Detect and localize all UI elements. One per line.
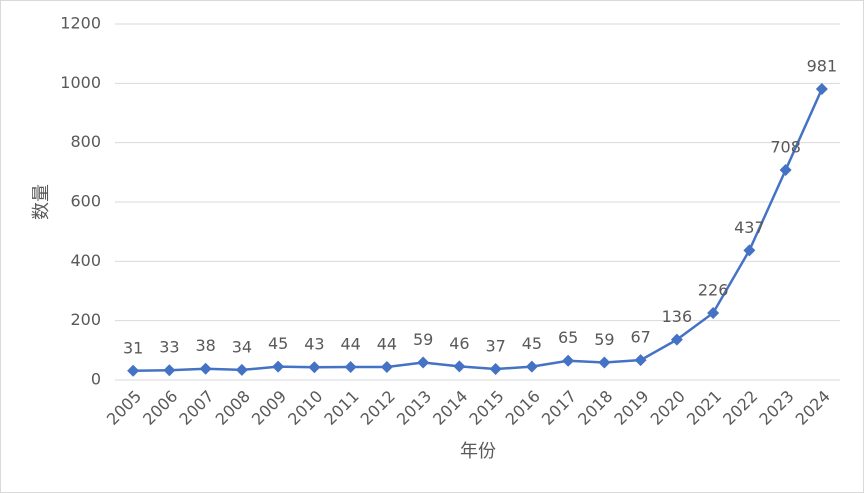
y-tick-label: 600	[70, 192, 101, 211]
line	[133, 88, 824, 373]
data-label: 226	[698, 280, 729, 299]
marker	[163, 364, 176, 377]
data-label: 136	[662, 307, 693, 326]
marker	[489, 363, 502, 376]
marker	[235, 363, 248, 376]
data-label: 31	[123, 338, 143, 357]
y-tick-label: 200	[70, 310, 101, 329]
data-label: 46	[449, 334, 469, 353]
marker	[779, 163, 792, 176]
y-tick-label: 0	[91, 370, 101, 389]
data-label: 67	[630, 328, 650, 347]
marker	[380, 360, 393, 373]
data-label: 981	[807, 56, 838, 75]
marker	[707, 306, 720, 319]
data-label: 37	[485, 337, 505, 356]
y-tick-label: 400	[70, 251, 101, 270]
data-label: 708	[770, 137, 801, 156]
marker	[598, 356, 611, 369]
marker	[815, 82, 828, 95]
data-label: 45	[268, 334, 288, 353]
y-axis-label: 数量	[31, 184, 52, 220]
data-label: 34	[232, 337, 252, 356]
y-tick-label: 1000	[60, 73, 101, 92]
marker	[634, 354, 647, 367]
marker	[562, 354, 575, 367]
marker	[344, 360, 357, 373]
data-label: 38	[195, 336, 215, 355]
marker	[272, 360, 285, 373]
marker	[308, 361, 321, 374]
marker	[453, 360, 466, 373]
x-axis-label: 年份	[460, 441, 496, 462]
data-label: 44	[340, 334, 360, 353]
marker	[670, 333, 683, 346]
data-label: 44	[377, 334, 397, 353]
marker	[127, 364, 140, 377]
marker	[743, 244, 756, 257]
y-tick-label: 800	[70, 132, 101, 151]
marker	[417, 356, 430, 369]
data-label: 43	[304, 335, 324, 354]
data-label: 59	[413, 330, 433, 349]
marker	[525, 360, 538, 373]
data-label: 45	[522, 334, 542, 353]
y-tick-label: 1200	[60, 14, 101, 33]
data-label: 437	[734, 218, 765, 237]
data-label: 65	[558, 328, 578, 347]
data-label: 33	[159, 338, 179, 357]
data-label: 59	[594, 330, 614, 349]
marker	[199, 362, 212, 375]
